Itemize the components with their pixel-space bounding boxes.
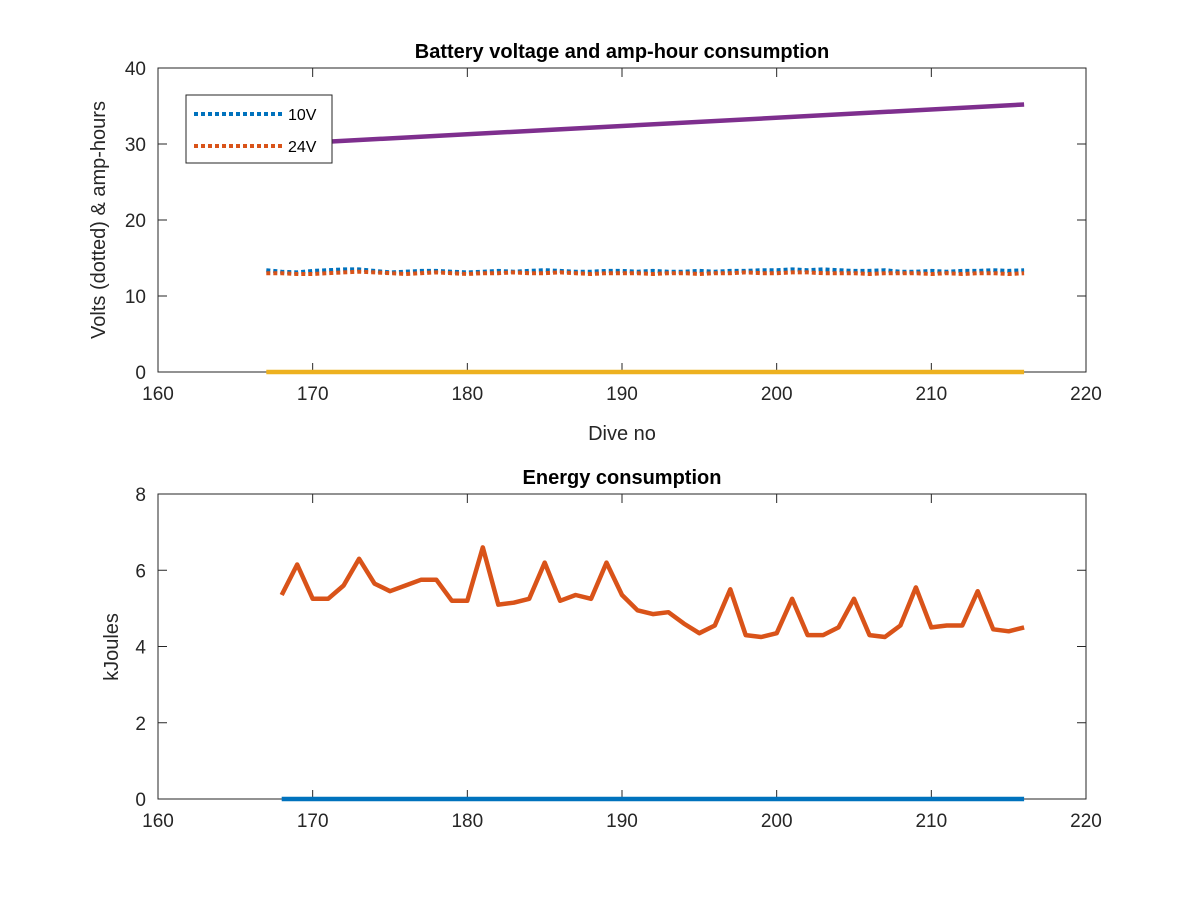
energy-chart-x-tick-label: 180 xyxy=(451,811,483,832)
energy-chart-ticks: 160 170 180 190 200 210 220 0 2 4 6 8 xyxy=(135,485,1101,832)
voltage-chart-x-tick-label: 170 xyxy=(297,384,329,405)
energy-chart-y-tick-label: 6 xyxy=(135,561,146,582)
energy-chart-title: Energy consumption xyxy=(523,467,722,489)
energy-chart-series-line-1 xyxy=(279,545,1025,640)
legend-label-24v: 24V xyxy=(288,139,317,156)
voltage-chart-x-tick-label: 160 xyxy=(142,384,174,405)
energy-chart-axes-box xyxy=(157,493,1087,800)
voltage-chart-series-line-24v xyxy=(266,269,1025,276)
energy-chart-x-tick-label: 200 xyxy=(761,811,793,832)
voltage-chart-y-axis-label: Volts (dotted) & amp-hours xyxy=(88,101,110,339)
energy-chart-y-tick-label: 0 xyxy=(135,790,146,811)
voltage-chart-ticks: 160 170 180 190 200 210 220 0 10 20 30 40 xyxy=(125,59,1102,405)
energy-chart: 160 170 180 190 200 210 220 0 2 4 6 8 Energy consum… xyxy=(101,467,1102,832)
voltage-chart-y-tick-label: 10 xyxy=(125,287,146,308)
energy-chart-x-tick-label: 190 xyxy=(606,811,638,832)
energy-chart-y-axis-label: kJoules xyxy=(101,613,123,681)
voltage-chart-title: Battery voltage and amp-hour consumption xyxy=(415,41,829,63)
energy-chart-series xyxy=(279,545,1025,802)
energy-chart-x-tick-label: 170 xyxy=(297,811,329,832)
energy-chart-x-tick-label: 220 xyxy=(1070,811,1102,832)
voltage-chart-x-tick-label: 180 xyxy=(451,384,483,405)
voltage-chart-y-tick-label: 30 xyxy=(125,135,146,156)
voltage-chart-y-tick-label: 20 xyxy=(125,211,146,232)
energy-chart-x-tick-label: 210 xyxy=(915,811,947,832)
voltage-chart-x-axis-label: Dive no xyxy=(588,423,656,445)
energy-chart-y-tick-label: 2 xyxy=(135,714,146,735)
voltage-chart: 160 170 180 190 200 210 220 0 10 20 30 40 Battery v… xyxy=(88,41,1102,445)
voltage-chart-series-line-4 xyxy=(312,102,1025,145)
voltage-chart-series xyxy=(266,102,1025,375)
voltage-chart-y-tick-label: 40 xyxy=(125,59,146,80)
legend-box xyxy=(185,94,333,164)
voltage-chart-legend: 10V 24V xyxy=(185,94,333,164)
voltage-chart-x-tick-label: 210 xyxy=(915,384,947,405)
energy-chart-x-tick-label: 160 xyxy=(142,811,174,832)
voltage-chart-x-tick-label: 200 xyxy=(761,384,793,405)
voltage-chart-y-tick-label: 0 xyxy=(135,363,146,384)
energy-chart-y-tick-label: 8 xyxy=(135,485,146,506)
voltage-chart-x-tick-label: 220 xyxy=(1070,384,1102,405)
voltage-chart-x-tick-label: 190 xyxy=(606,384,638,405)
energy-chart-y-tick-label: 4 xyxy=(135,638,146,659)
legend-label-10v: 10V xyxy=(288,107,317,124)
